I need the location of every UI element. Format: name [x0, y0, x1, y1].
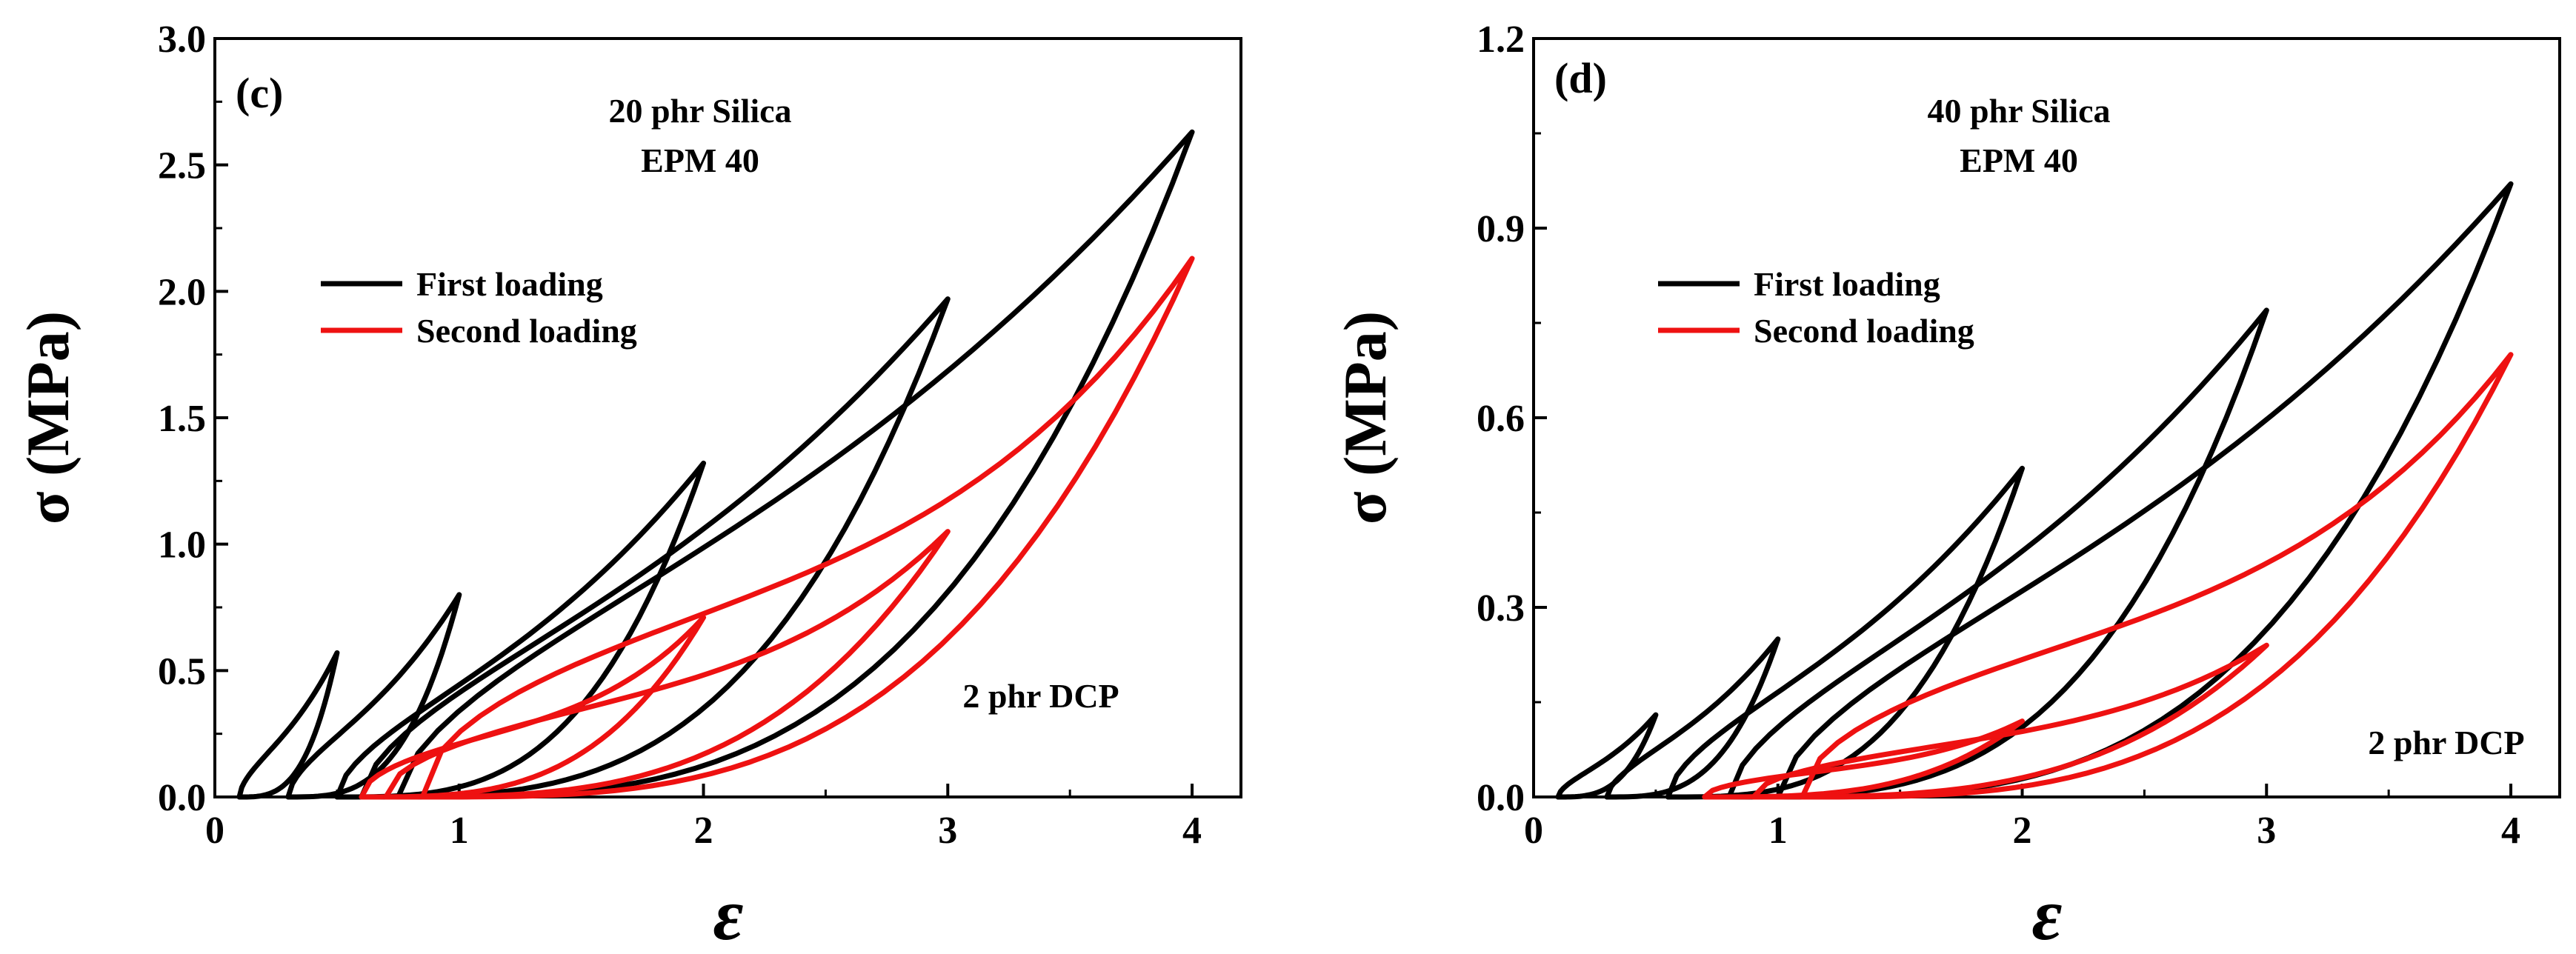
first-loading-cycle [395, 129, 1195, 800]
legend-label-second: Second loading [416, 312, 637, 350]
second-loading-cycle [1800, 352, 2514, 800]
x-axis-title: ε [713, 873, 743, 954]
first-loading-cycle [1726, 307, 2269, 800]
panel-c: 0.0 0.5 1.0 1.5 2.0 2.5 3.0 0 1 2 3 4 (c) 20 phr S… [14, 19, 1242, 954]
y-tick-label: 0.0 [158, 777, 206, 819]
first-loading-cycle [359, 296, 951, 800]
first-loading-cycle [285, 592, 462, 800]
y-axis-title: σ (MPa) [1331, 311, 1399, 524]
legend: First loading Second loading [1658, 265, 1974, 350]
x-tick-label: 0 [1524, 810, 1543, 852]
y-tick-label: 1.0 [158, 524, 206, 567]
x-tick-label: 4 [2501, 810, 2520, 852]
x-tick-label: 2 [2013, 810, 2032, 852]
y-axis: 0.0 0.3 0.6 0.9 1.2 [1477, 19, 1547, 819]
x-tick-label: 1 [1768, 810, 1788, 852]
y-tick-label: 0.5 [158, 650, 206, 693]
first-loading-cycle [334, 460, 706, 800]
y-axis: 0.0 0.5 1.0 1.5 2.0 2.5 3.0 [158, 19, 228, 819]
y-tick-label: 1.5 [158, 398, 206, 440]
x-axis: 0 1 2 3 4 [205, 784, 1202, 852]
second-loading-cycle [383, 529, 951, 800]
y-tick-label: 2.0 [158, 271, 206, 313]
legend: First loading Second loading [321, 265, 637, 350]
title-line-1: 20 phr Silica [608, 92, 791, 130]
legend-label-second: Second loading [1754, 312, 1974, 350]
plot-curves [1555, 181, 2514, 800]
x-axis: 0 1 2 3 4 [1524, 784, 2520, 852]
annotation: 2 phr DCP [2368, 724, 2524, 761]
title-line-2: EPM 40 [641, 141, 759, 179]
x-axis-title: ε [2031, 873, 2062, 954]
x-tick-label: 3 [938, 810, 957, 852]
x-tick-label: 2 [694, 810, 713, 852]
legend-label-first: First loading [416, 265, 603, 303]
first-loading-cycle [1604, 636, 1781, 800]
y-tick-label: 0.3 [1477, 587, 1525, 630]
panel-label: (d) [1554, 54, 1607, 102]
first-loading-cycle [1555, 712, 1659, 800]
x-tick-label: 0 [205, 810, 224, 852]
title-line-1: 40 phr Silica [1927, 92, 2110, 130]
y-tick-label: 0.0 [1477, 777, 1525, 819]
y-tick-label: 2.5 [158, 145, 206, 187]
annotation: 2 phr DCP [962, 677, 1119, 715]
legend-label-first: First loading [1754, 265, 1940, 303]
x-tick-label: 4 [1182, 810, 1202, 852]
first-loading-cycle [236, 650, 340, 800]
x-tick-label: 1 [450, 810, 469, 852]
second-loading-cycle [1751, 642, 2269, 800]
x-tick-label: 3 [2257, 810, 2276, 852]
y-tick-label: 1.2 [1477, 19, 1525, 61]
title-line-2: EPM 40 [1960, 141, 2078, 179]
second-loading-cycle [419, 256, 1195, 800]
y-tick-label: 0.9 [1477, 208, 1525, 250]
panel-label: (c) [236, 69, 283, 117]
y-tick-label: 0.6 [1477, 398, 1525, 440]
y-axis-title: σ (MPa) [14, 311, 81, 524]
first-loading-cycle [1665, 465, 2025, 800]
y-tick-label: 3.0 [158, 19, 206, 61]
plot-curves [236, 129, 1195, 800]
